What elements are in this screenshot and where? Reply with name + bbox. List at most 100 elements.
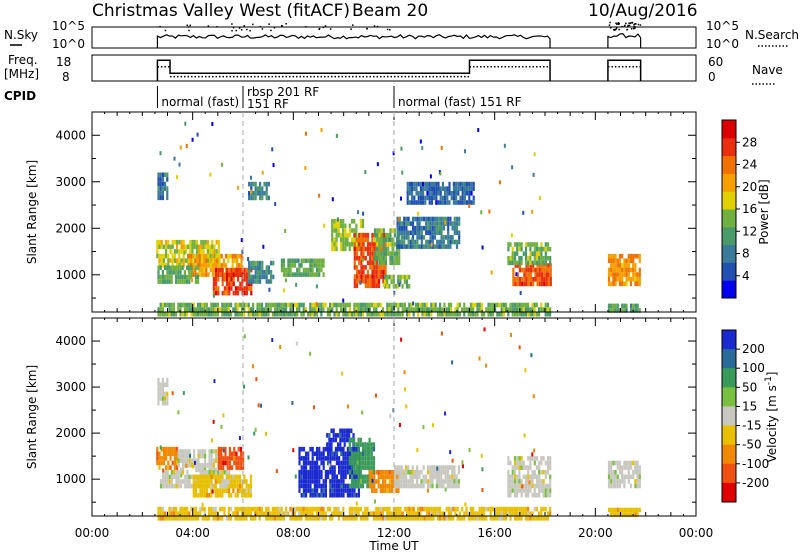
power-cell [360, 274, 363, 279]
velocity-cell [359, 456, 362, 461]
power-cell [178, 249, 181, 254]
power-cell [364, 283, 367, 289]
power-cell [455, 191, 458, 196]
power-cell [166, 186, 169, 191]
velocity-cell [249, 474, 253, 480]
velocity-cell [238, 506, 241, 512]
velocity-scatter-cell [328, 463, 331, 468]
velocity-cell [535, 516, 538, 521]
velocity-cell [511, 506, 514, 512]
velocity-cell [350, 437, 354, 443]
velocity-cell [542, 492, 545, 498]
power-cell [623, 308, 626, 313]
power-cell [442, 235, 445, 240]
velocity-cell [220, 451, 223, 457]
power-cell [384, 242, 387, 247]
velocity-cell [341, 428, 344, 434]
power-cell [362, 311, 365, 317]
power-cell [375, 278, 378, 284]
power-cell [400, 239, 404, 245]
velocity-cell [446, 479, 449, 484]
velocity-cell [516, 492, 519, 498]
power-cell [610, 253, 613, 259]
power-cell [458, 216, 461, 222]
power-cell [398, 239, 401, 245]
velocity-cell [518, 479, 521, 484]
power-cell [538, 307, 541, 312]
velocity-cell [318, 479, 321, 484]
power-cell [183, 311, 186, 317]
velocity-cell [379, 488, 382, 493]
velocity-cell [291, 511, 294, 516]
velocity-cell [346, 465, 349, 470]
velocity-cell [538, 479, 541, 484]
time-axis-tick-label: 00:00 [679, 526, 714, 540]
velocity-cell [188, 449, 191, 454]
power-cell [532, 277, 535, 282]
power-cell [315, 263, 319, 268]
power-cell [621, 308, 624, 313]
power-cell [166, 302, 169, 308]
power-cell [405, 284, 409, 289]
velocity-cell [235, 465, 238, 470]
power-cell [414, 307, 417, 312]
velocity-cell [219, 493, 222, 498]
velocity-cell [204, 449, 207, 454]
velocity-ytick-label: 2000 [55, 426, 86, 440]
power-cell [216, 302, 219, 308]
power-cell [342, 223, 345, 229]
velocity-cell [498, 511, 501, 516]
velocity-scatter-cell [189, 453, 192, 458]
power-cell [513, 302, 516, 308]
noise-point [252, 23, 254, 26]
velocity-cell [182, 458, 185, 463]
power-cell [393, 242, 396, 247]
power-cell [342, 237, 345, 242]
velocity-cell [298, 460, 301, 466]
power-cell [536, 272, 539, 277]
power-cell [364, 232, 367, 238]
velocity-heatmap [156, 327, 641, 521]
velocity-cell [478, 506, 481, 512]
power-cell [192, 267, 195, 273]
velocity-cell [409, 479, 412, 484]
power-cell [387, 251, 390, 256]
power-cell [625, 272, 628, 277]
power-cell [430, 195, 433, 201]
power-cell [239, 286, 242, 291]
velocity-scatter-cell [159, 445, 162, 450]
velocity-scatter-cell [436, 466, 439, 471]
power-cell [201, 307, 204, 312]
velocity-cell [302, 506, 305, 512]
velocity-cell [343, 433, 346, 438]
power-cell [180, 239, 183, 245]
freq-ytick-bottom: 8 [62, 70, 70, 84]
power-colorbar-swatch [722, 120, 736, 139]
velocity-cell [368, 442, 371, 447]
power-cell [391, 237, 394, 243]
velocity-cell [239, 465, 242, 470]
noise-point [628, 24, 631, 27]
power-cell [431, 239, 434, 245]
velocity-cell [485, 516, 488, 521]
velocity-cell [199, 453, 202, 459]
velocity-cell [320, 456, 323, 461]
velocity-cell [350, 460, 354, 466]
velocity-cell [379, 516, 382, 521]
velocity-cell [329, 479, 332, 484]
power-cell [546, 302, 549, 308]
power-cell [256, 270, 259, 275]
power-cell [355, 237, 359, 243]
velocity-cell [542, 479, 545, 484]
power-scatter-cell [490, 270, 493, 275]
power-cell [361, 223, 365, 229]
power-cell [442, 239, 445, 245]
velocity-scatter-cell [238, 436, 241, 441]
velocity-cell [157, 400, 160, 406]
velocity-cell [348, 446, 351, 452]
power-cell [311, 267, 314, 273]
velocity-cell [386, 470, 389, 475]
power-cell [236, 307, 239, 312]
power-cell [315, 272, 319, 277]
power-scatter-cell [383, 282, 386, 287]
